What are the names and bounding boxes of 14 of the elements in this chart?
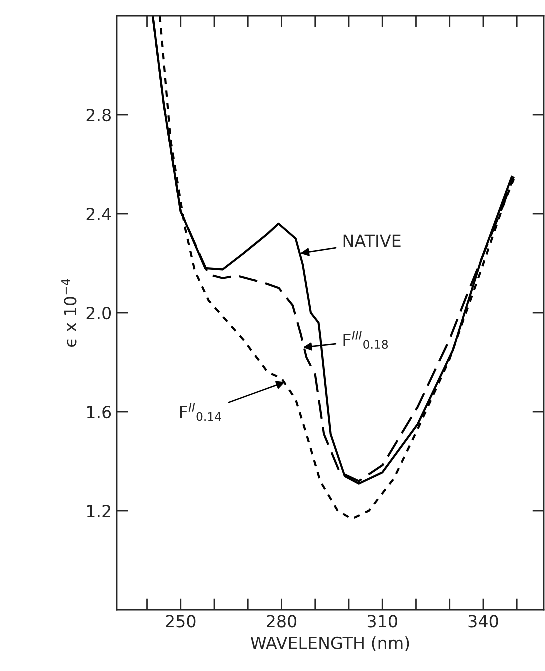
- y-tick-label: 1.6: [87, 406, 112, 419]
- x-tick-label: 250: [166, 615, 196, 628]
- x-tick-label: 340: [468, 615, 498, 628]
- annotation: F$^{III}$$_{0.18}$: [344, 331, 388, 350]
- annotation: F$^{II}$$_{0.14}$: [180, 403, 222, 422]
- y-tick-label: 2.4: [86, 208, 112, 220]
- x-tick-label: 280: [267, 615, 297, 628]
- y-tick-label: 2.8: [86, 108, 111, 122]
- x-tick-label: 310: [368, 615, 398, 628]
- annotation: NATIVE: [344, 234, 401, 248]
- y-tick-label: 1.2: [87, 504, 110, 518]
- y-tick-label: 2.0: [86, 306, 112, 320]
- x-axis-title: WAVELENGTH (nm): [250, 636, 410, 652]
- y-axis-title: ϵ x 10$^{−4}$: [62, 279, 77, 347]
